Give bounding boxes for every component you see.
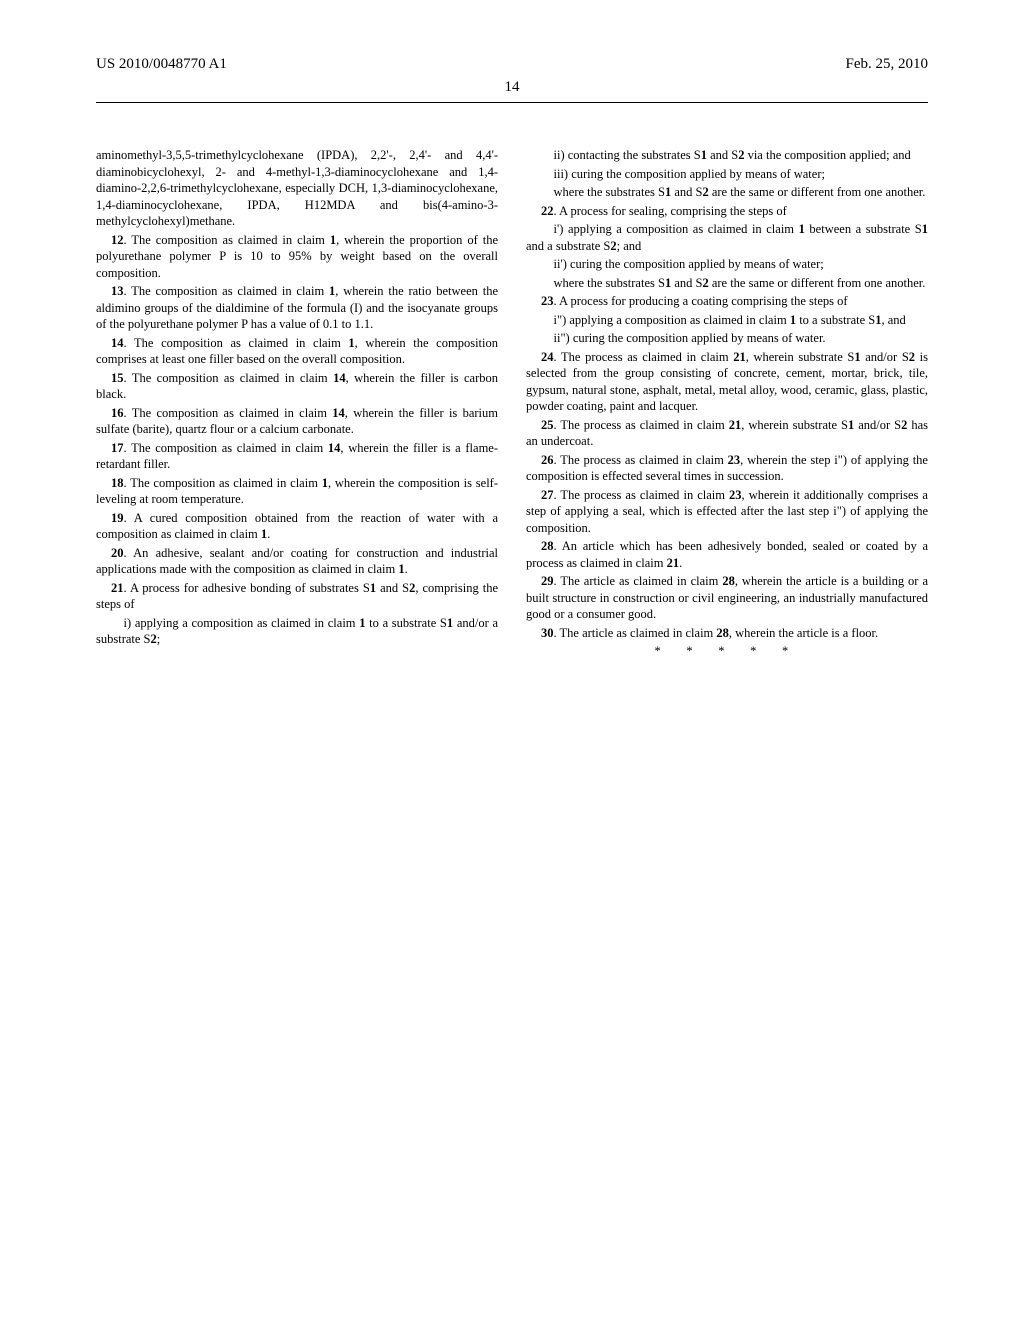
claim-26: 26. The process as claimed in claim 23, … — [526, 452, 928, 485]
claim-13: 13. The composition as claimed in claim … — [96, 283, 498, 333]
page-number: 14 — [96, 79, 928, 96]
claim-22: 22. A process for sealing, comprising th… — [526, 203, 928, 220]
claim-17: 17. The composition as claimed in claim … — [96, 440, 498, 473]
claim-15: 15. The composition as claimed in claim … — [96, 370, 498, 403]
continuation-text: aminomethyl-3,5,5-trimethylcyclohexane (… — [96, 147, 498, 230]
claim-30: 30. The article as claimed in claim 28, … — [526, 625, 928, 642]
pub-date: Feb. 25, 2010 — [846, 56, 929, 73]
claim-21: 21. A process for adhesive bonding of su… — [96, 580, 498, 613]
claim-23-step-i: i") applying a composition as claimed in… — [526, 312, 928, 329]
end-mark: * * * * * — [526, 643, 928, 660]
claim-25: 25. The process as claimed in claim 21, … — [526, 417, 928, 450]
claim-22-step-i: i') applying a composition as claimed in… — [526, 221, 928, 254]
claim-23-step-ii: ii") curing the composition applied by m… — [526, 330, 928, 347]
claim-22-where: where the substrates S1 and S2 are the s… — [526, 275, 928, 292]
claim-29: 29. The article as claimed in claim 28, … — [526, 573, 928, 623]
body-columns: aminomethyl-3,5,5-trimethylcyclohexane (… — [96, 147, 928, 660]
claim-14: 14. The composition as claimed in claim … — [96, 335, 498, 368]
claim-28: 28. An article which has been adhesively… — [526, 538, 928, 571]
claim-12: 12. The composition as claimed in claim … — [96, 232, 498, 282]
claim-21-step-iii: iii) curing the composition applied by m… — [526, 166, 928, 183]
claim-16: 16. The composition as claimed in claim … — [96, 405, 498, 438]
claim-21-step-ii: ii) contacting the substrates S1 and S2 … — [526, 147, 928, 164]
pub-number: US 2010/0048770 A1 — [96, 56, 227, 73]
claim-24: 24. The process as claimed in claim 21, … — [526, 349, 928, 415]
claim-23: 23. A process for producing a coating co… — [526, 293, 928, 310]
claim-21-step-i: i) applying a composition as claimed in … — [96, 615, 498, 648]
claim-22-step-ii: ii') curing the composition applied by m… — [526, 256, 928, 273]
claim-21-where: where the substrates S1 and S2 are the s… — [526, 184, 928, 201]
claim-27: 27. The process as claimed in claim 23, … — [526, 487, 928, 537]
claim-20: 20. An adhesive, sealant and/or coating … — [96, 545, 498, 578]
claim-19: 19. A cured composition obtained from th… — [96, 510, 498, 543]
header-rule — [96, 102, 928, 103]
claim-18: 18. The composition as claimed in claim … — [96, 475, 498, 508]
